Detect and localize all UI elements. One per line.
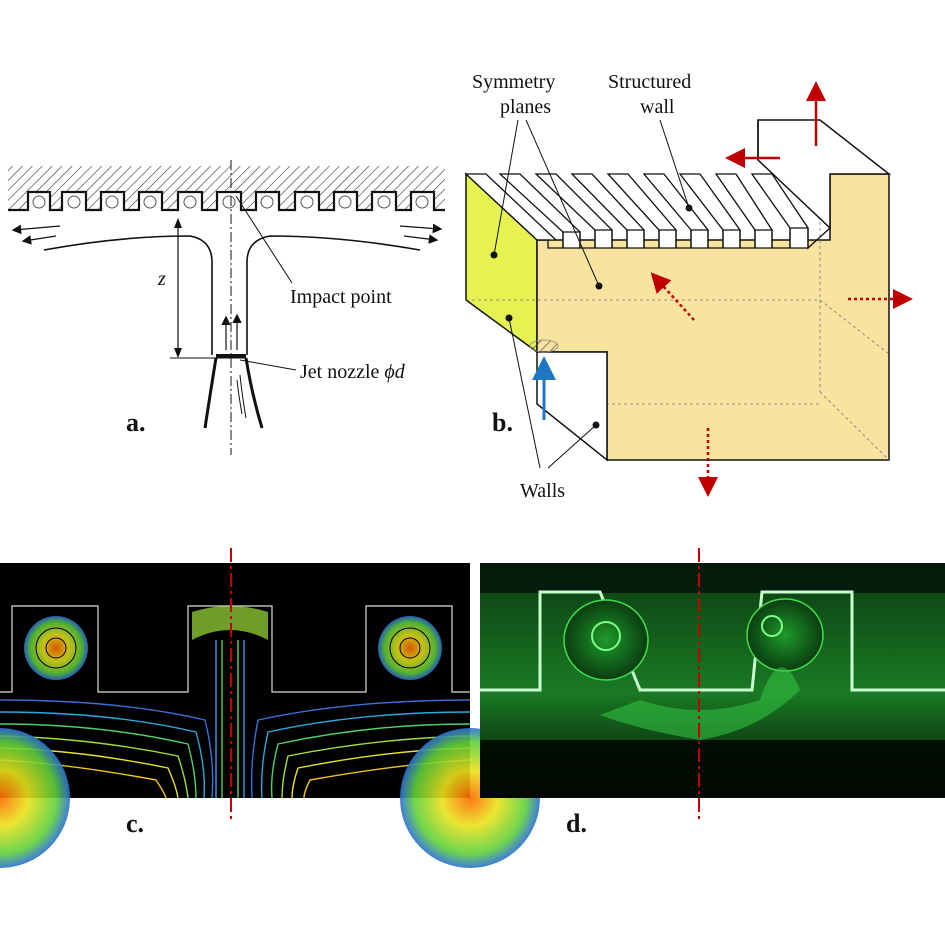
wall-jet-arrow	[403, 234, 439, 244]
wall-jet-arrow	[21, 235, 57, 245]
panel-letter-b: b.	[492, 408, 513, 437]
piv-cavity-vortex	[746, 598, 824, 672]
panel-c	[0, 563, 540, 868]
panel-letter-a: a.	[126, 408, 146, 437]
nozzle-leader	[239, 359, 297, 371]
symmetry-label-2: planes	[500, 96, 551, 118]
nozzle-wall-right	[244, 357, 264, 429]
piv-vortex-core	[591, 621, 621, 651]
panel-b: Symmetry planes Structured wall Walls b.	[464, 71, 913, 502]
outflow-arrow-diag	[650, 272, 695, 321]
cfd-cavity-vortex	[24, 616, 88, 680]
piv-wall-line	[480, 590, 945, 692]
nozzle-wall-left	[203, 357, 218, 429]
piv-lower-dark	[480, 740, 945, 798]
jet-streamline-left	[43, 235, 213, 355]
cfd-streamlines	[0, 640, 471, 799]
nozzle-flow-line	[236, 379, 243, 415]
structured-label-2: wall	[640, 96, 675, 118]
structured-label-1: Structured	[608, 71, 691, 93]
jet-streamline-right	[246, 235, 421, 355]
z-label: z	[157, 268, 166, 290]
cfd-cavity-vortex	[378, 616, 442, 680]
leader-lines	[493, 119, 690, 469]
piv-jet-plume	[600, 667, 800, 740]
ribbed-edge	[537, 227, 831, 250]
panel-letter-d: d.	[566, 809, 587, 838]
z-dimension-arrow-top	[174, 218, 182, 228]
nozzle-flow-line	[239, 374, 247, 419]
inlet-ellipse	[529, 339, 559, 353]
panel-letter-c: c.	[126, 809, 144, 838]
cfd-image-background	[0, 563, 470, 798]
piv-cavity-vortex	[563, 599, 649, 681]
impact-point-leader	[235, 195, 293, 284]
cavity-vortices	[32, 195, 429, 209]
panel-d	[480, 563, 945, 798]
wall-block-front	[536, 351, 608, 462]
nozzle-label: Jet nozzle ϕd	[300, 361, 406, 383]
cfd-corner-swirl-left	[0, 728, 70, 868]
walls-label: Walls	[520, 480, 565, 502]
piv-upper-dark	[480, 563, 945, 593]
symmetry-label-1: Symmetry	[472, 71, 555, 93]
z-dimension-arrow-bottom	[174, 348, 182, 358]
wall-jet-arrow	[399, 223, 443, 234]
cfd-vortex-rings	[35, 627, 431, 669]
wall-jet-arrow	[11, 224, 61, 235]
panel-a: z Impact point Jet nozzle ϕd a.	[8, 160, 445, 455]
hidden-edges	[466, 150, 890, 461]
impact-point-label: Impact point	[290, 286, 392, 308]
piv-vortex-core	[761, 615, 783, 637]
